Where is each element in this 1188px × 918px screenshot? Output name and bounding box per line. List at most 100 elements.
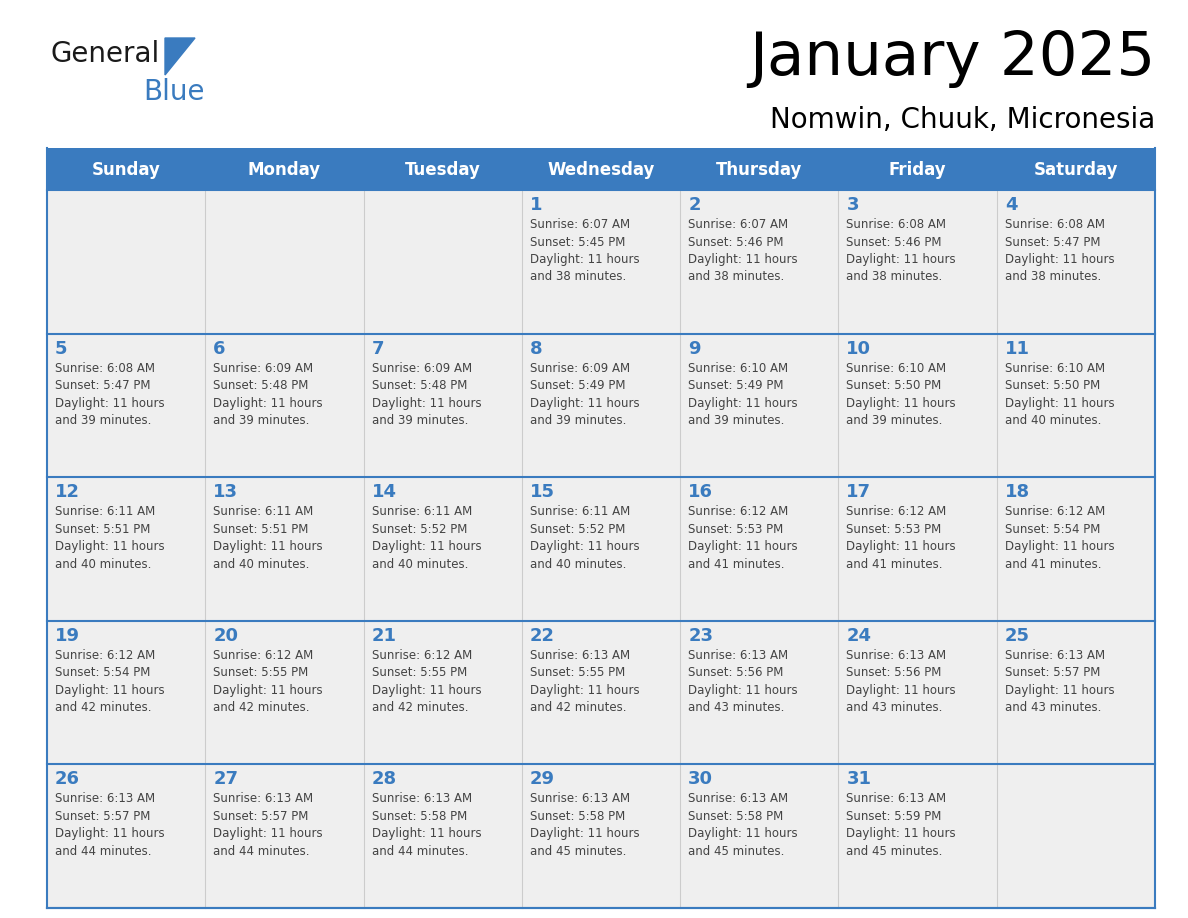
Polygon shape <box>165 38 195 75</box>
Bar <box>48 148 1155 190</box>
Text: Sunset: 5:52 PM: Sunset: 5:52 PM <box>530 522 625 536</box>
Text: Daylight: 11 hours: Daylight: 11 hours <box>214 397 323 409</box>
Text: Sunset: 5:46 PM: Sunset: 5:46 PM <box>688 236 784 249</box>
Text: Daylight: 11 hours: Daylight: 11 hours <box>846 397 956 409</box>
Text: Sunrise: 6:13 AM: Sunrise: 6:13 AM <box>214 792 314 805</box>
Text: Saturday: Saturday <box>1034 161 1118 179</box>
Text: Daylight: 11 hours: Daylight: 11 hours <box>530 684 639 697</box>
Text: Sunset: 5:55 PM: Sunset: 5:55 PM <box>214 666 309 679</box>
Text: Sunset: 5:59 PM: Sunset: 5:59 PM <box>846 810 942 823</box>
Text: Sunset: 5:56 PM: Sunset: 5:56 PM <box>688 666 784 679</box>
Text: Sunrise: 6:08 AM: Sunrise: 6:08 AM <box>1005 218 1105 231</box>
Text: Sunset: 5:51 PM: Sunset: 5:51 PM <box>55 522 151 536</box>
Text: and 41 minutes.: and 41 minutes. <box>846 558 943 571</box>
Text: Sunrise: 6:10 AM: Sunrise: 6:10 AM <box>1005 362 1105 375</box>
Text: Sunrise: 6:11 AM: Sunrise: 6:11 AM <box>55 505 156 518</box>
Text: Daylight: 11 hours: Daylight: 11 hours <box>55 397 165 409</box>
Text: Sunset: 5:58 PM: Sunset: 5:58 PM <box>530 810 625 823</box>
Text: Sunset: 5:47 PM: Sunset: 5:47 PM <box>1005 236 1100 249</box>
Text: Sunrise: 6:13 AM: Sunrise: 6:13 AM <box>372 792 472 805</box>
Text: Daylight: 11 hours: Daylight: 11 hours <box>530 253 639 266</box>
Text: 29: 29 <box>530 770 555 789</box>
Text: Sunrise: 6:07 AM: Sunrise: 6:07 AM <box>530 218 630 231</box>
Text: 21: 21 <box>372 627 397 644</box>
Text: Daylight: 11 hours: Daylight: 11 hours <box>214 827 323 840</box>
Text: and 45 minutes.: and 45 minutes. <box>846 845 943 858</box>
Text: 31: 31 <box>846 770 872 789</box>
Text: Sunset: 5:57 PM: Sunset: 5:57 PM <box>55 810 151 823</box>
Bar <box>681 477 839 621</box>
Text: Daylight: 11 hours: Daylight: 11 hours <box>530 827 639 840</box>
Text: 30: 30 <box>688 770 713 789</box>
Text: 13: 13 <box>214 483 239 501</box>
Text: Sunset: 5:52 PM: Sunset: 5:52 PM <box>372 522 467 536</box>
Bar <box>206 621 364 765</box>
Text: and 41 minutes.: and 41 minutes. <box>688 558 784 571</box>
Text: Daylight: 11 hours: Daylight: 11 hours <box>55 684 165 697</box>
Text: Sunrise: 6:13 AM: Sunrise: 6:13 AM <box>1005 649 1105 662</box>
Text: Thursday: Thursday <box>716 161 802 179</box>
Text: 6: 6 <box>214 340 226 358</box>
Text: Sunset: 5:58 PM: Sunset: 5:58 PM <box>372 810 467 823</box>
Bar <box>997 765 1155 908</box>
Bar <box>839 477 997 621</box>
Text: Daylight: 11 hours: Daylight: 11 hours <box>846 684 956 697</box>
Text: Daylight: 11 hours: Daylight: 11 hours <box>372 827 481 840</box>
Text: Sunset: 5:57 PM: Sunset: 5:57 PM <box>214 810 309 823</box>
Text: Daylight: 11 hours: Daylight: 11 hours <box>372 684 481 697</box>
Text: and 39 minutes.: and 39 minutes. <box>688 414 784 427</box>
Text: Daylight: 11 hours: Daylight: 11 hours <box>688 540 798 554</box>
Text: Sunset: 5:50 PM: Sunset: 5:50 PM <box>846 379 942 392</box>
Text: Sunset: 5:57 PM: Sunset: 5:57 PM <box>1005 666 1100 679</box>
Text: Sunrise: 6:12 AM: Sunrise: 6:12 AM <box>372 649 472 662</box>
Bar <box>839 765 997 908</box>
Text: Sunset: 5:56 PM: Sunset: 5:56 PM <box>846 666 942 679</box>
Bar <box>522 190 681 333</box>
Text: and 39 minutes.: and 39 minutes. <box>214 414 310 427</box>
Bar <box>997 333 1155 477</box>
Text: 3: 3 <box>846 196 859 214</box>
Bar <box>681 621 839 765</box>
Bar <box>364 621 522 765</box>
Bar <box>206 477 364 621</box>
Bar <box>206 190 364 333</box>
Text: Daylight: 11 hours: Daylight: 11 hours <box>530 540 639 554</box>
Text: Sunrise: 6:10 AM: Sunrise: 6:10 AM <box>846 362 947 375</box>
Text: Daylight: 11 hours: Daylight: 11 hours <box>55 827 165 840</box>
Text: Sunrise: 6:12 AM: Sunrise: 6:12 AM <box>1005 505 1105 518</box>
Bar <box>681 765 839 908</box>
Text: and 42 minutes.: and 42 minutes. <box>372 701 468 714</box>
Text: and 43 minutes.: and 43 minutes. <box>846 701 943 714</box>
Text: 15: 15 <box>530 483 555 501</box>
Text: and 44 minutes.: and 44 minutes. <box>55 845 152 858</box>
Bar <box>48 765 206 908</box>
Text: Sunrise: 6:10 AM: Sunrise: 6:10 AM <box>688 362 789 375</box>
Text: and 38 minutes.: and 38 minutes. <box>1005 271 1101 284</box>
Text: Daylight: 11 hours: Daylight: 11 hours <box>214 684 323 697</box>
Bar <box>364 333 522 477</box>
Text: Sunrise: 6:13 AM: Sunrise: 6:13 AM <box>846 649 947 662</box>
Bar <box>522 333 681 477</box>
Text: Sunday: Sunday <box>91 161 160 179</box>
Text: 19: 19 <box>55 627 80 644</box>
Text: and 39 minutes.: and 39 minutes. <box>55 414 151 427</box>
Text: Sunset: 5:47 PM: Sunset: 5:47 PM <box>55 379 151 392</box>
Text: Nomwin, Chuuk, Micronesia: Nomwin, Chuuk, Micronesia <box>770 106 1155 134</box>
Text: Daylight: 11 hours: Daylight: 11 hours <box>372 397 481 409</box>
Text: Sunset: 5:55 PM: Sunset: 5:55 PM <box>372 666 467 679</box>
Text: 5: 5 <box>55 340 68 358</box>
Text: and 39 minutes.: and 39 minutes. <box>530 414 626 427</box>
Text: 18: 18 <box>1005 483 1030 501</box>
Bar <box>839 190 997 333</box>
Text: Sunrise: 6:13 AM: Sunrise: 6:13 AM <box>530 792 630 805</box>
Text: 2: 2 <box>688 196 701 214</box>
Text: and 40 minutes.: and 40 minutes. <box>1005 414 1101 427</box>
Text: Sunset: 5:50 PM: Sunset: 5:50 PM <box>1005 379 1100 392</box>
Bar <box>997 621 1155 765</box>
Text: 14: 14 <box>372 483 397 501</box>
Text: Sunrise: 6:12 AM: Sunrise: 6:12 AM <box>688 505 789 518</box>
Text: Sunset: 5:58 PM: Sunset: 5:58 PM <box>688 810 783 823</box>
Text: 23: 23 <box>688 627 713 644</box>
Text: Daylight: 11 hours: Daylight: 11 hours <box>846 253 956 266</box>
Bar <box>206 765 364 908</box>
